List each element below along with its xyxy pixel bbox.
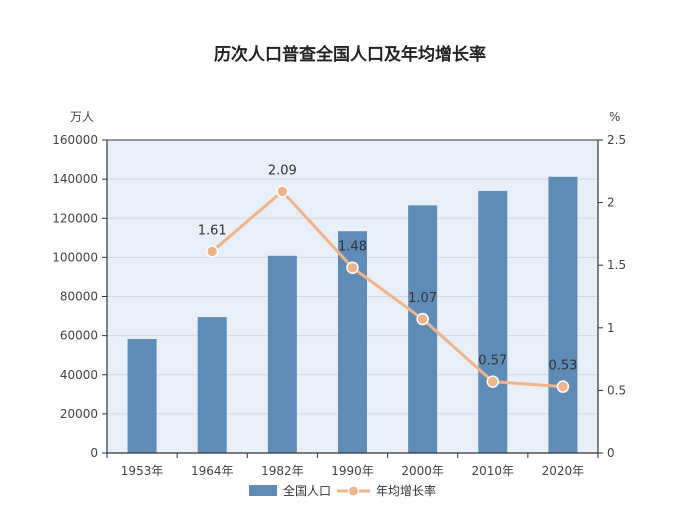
right-tick-label: 1: [607, 321, 615, 335]
bar: [127, 339, 157, 453]
line-point: [205, 245, 219, 258]
bar: [267, 255, 297, 453]
x-tick-label: 1990年: [331, 464, 374, 478]
bar: [478, 190, 508, 453]
line-point: [556, 380, 570, 393]
left-tick-label: 0: [90, 446, 98, 460]
x-tick-label: 2020年: [542, 464, 585, 478]
x-tick-label: 2010年: [472, 464, 515, 478]
data-label: 2.09: [268, 163, 297, 178]
left-tick-label: 60000: [60, 329, 98, 343]
left-tick-label: 100000: [52, 250, 98, 264]
legend: 全国人口 年均增长率: [249, 483, 436, 498]
left-tick-label: 20000: [60, 407, 98, 421]
x-tick-label: 1964年: [191, 464, 234, 478]
left-tick-label: 80000: [60, 290, 98, 304]
left-axis-unit: 万人: [70, 110, 94, 124]
right-tick-label: 2.5: [607, 133, 626, 147]
right-tick-label: 0: [607, 446, 615, 460]
legend-label-line: 年均增长率: [376, 483, 436, 498]
x-axis-ticks: 1953年 1964年 1982年 1990年 2000年 2010年 2020年: [106, 453, 599, 478]
legend-label-bar: 全国人口: [283, 483, 331, 498]
legend-swatch-bar: [249, 485, 277, 496]
right-axis-unit: %: [609, 110, 620, 124]
line-point: [346, 261, 359, 274]
right-tick-label: 2: [607, 196, 615, 210]
left-axis-ticks: 0 20000 40000 60000 80000 100000 120000 140000 1…: [52, 133, 107, 460]
x-tick-label: 2000年: [401, 464, 444, 478]
right-axis-ticks: 0 0.5 1 1.5 2 2.5: [598, 133, 626, 460]
line-path: [211, 189, 564, 389]
bar-series: [127, 176, 578, 453]
x-tick-label: 1982年: [261, 464, 304, 478]
left-tick-label: 140000: [52, 172, 98, 186]
legend-swatch-marker: [347, 485, 360, 497]
x-tick-label: 1953年: [121, 464, 164, 478]
data-label: 1.48: [338, 240, 367, 255]
bar: [548, 176, 578, 453]
chart-title: 历次人口普查全国人口及年均增长率: [214, 45, 486, 65]
data-label: 0.57: [478, 354, 507, 369]
line-point: [276, 185, 289, 198]
right-tick-label: 0.5: [607, 383, 626, 397]
line-series: 1.61 2.09 1.48 1.07 0.57 0.53: [198, 163, 577, 393]
left-tick-label: 120000: [52, 211, 98, 225]
data-label: 1.61: [198, 223, 227, 238]
left-tick-label: 160000: [52, 133, 98, 147]
left-tick-label: 40000: [60, 368, 98, 382]
data-label: 0.53: [548, 359, 577, 374]
data-label: 1.07: [408, 291, 437, 306]
line-point: [486, 375, 500, 388]
right-tick-label: 1.5: [607, 258, 626, 272]
bar: [197, 317, 227, 453]
line-point: [416, 312, 429, 326]
